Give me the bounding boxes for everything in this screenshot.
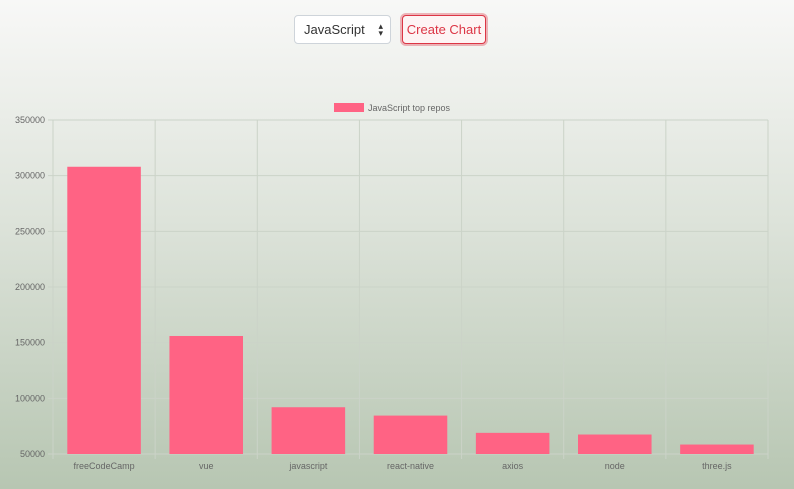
- bar: [271, 407, 346, 454]
- y-tick-label: 350000: [15, 115, 45, 125]
- x-tick-label: freeCodeCamp: [74, 461, 135, 471]
- chart-controls: JavaScript ▴ ▾ Create Chart: [294, 15, 486, 44]
- chart-bars: [67, 166, 754, 454]
- legend-label: JavaScript top repos: [368, 103, 451, 113]
- bar: [475, 432, 550, 454]
- x-tick-label: three.js: [702, 461, 732, 471]
- chart-legend: JavaScript top repos: [334, 103, 451, 113]
- bar: [578, 434, 652, 454]
- y-tick-label: 250000: [15, 226, 45, 236]
- legend-swatch: [334, 103, 364, 112]
- y-tick-label: 50000: [20, 449, 45, 459]
- create-chart-button[interactable]: Create Chart: [402, 15, 486, 44]
- x-axis-ticks: freeCodeCamp vue javascript react-native axi…: [74, 461, 733, 471]
- y-tick-label: 300000: [15, 171, 45, 181]
- bar: [67, 166, 141, 454]
- x-tick-label: react-native: [387, 461, 434, 471]
- y-tick-label: 100000: [15, 393, 45, 403]
- language-select[interactable]: JavaScript ▴ ▾: [294, 15, 391, 44]
- x-tick-label: vue: [199, 461, 214, 471]
- y-axis-ticks: 350000 300000 250000 200000 150000 100000 5000…: [15, 115, 45, 459]
- bar: [169, 335, 243, 454]
- chart-grid: [48, 119, 769, 459]
- bar: [373, 415, 448, 454]
- y-tick-label: 200000: [15, 282, 45, 292]
- x-tick-label: javascript: [288, 461, 328, 471]
- x-tick-label: axios: [502, 461, 524, 471]
- y-tick-label: 150000: [15, 338, 45, 348]
- select-caret-icon: ▴ ▾: [378, 21, 383, 38]
- x-tick-label: node: [605, 461, 625, 471]
- language-select-value: JavaScript: [304, 22, 365, 37]
- bar: [680, 444, 754, 454]
